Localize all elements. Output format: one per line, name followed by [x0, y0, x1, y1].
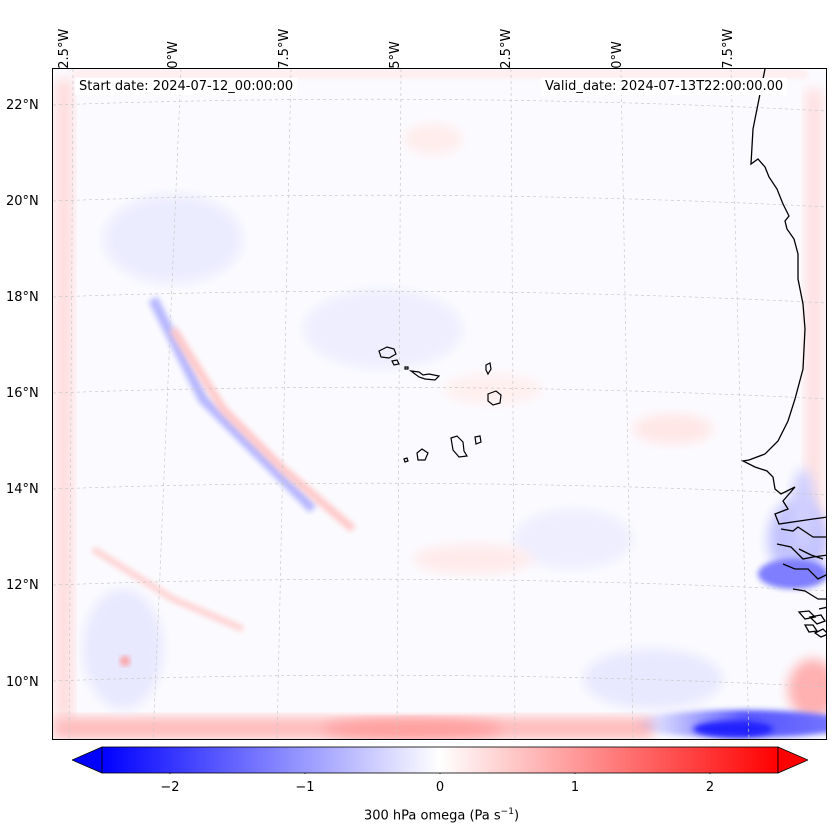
island-santo-antao	[378, 346, 397, 359]
lat-label-20n: 20°N	[6, 194, 39, 209]
colorbar-body	[101, 746, 779, 774]
island-santiago	[450, 435, 468, 458]
colorbar-tick-2: 2	[705, 780, 715, 795]
map-panel[interactable]	[52, 68, 827, 740]
lat-label-12n: 12°N	[6, 578, 39, 593]
lat-label-10n: 10°N	[6, 675, 39, 690]
colorbar-tick-0: 0	[435, 780, 445, 795]
island-sal	[485, 362, 492, 376]
start-date-label: Start date: 2024-07-12_00:00:00	[75, 78, 298, 95]
colorbar-tick-neg1: −1	[295, 780, 315, 795]
island-fogo	[416, 448, 429, 461]
map-canvas	[53, 69, 826, 739]
lat-label-14n: 14°N	[6, 482, 39, 497]
colorbar-tick-neg2: −2	[160, 780, 180, 795]
island-santa-luzia	[404, 366, 409, 370]
colorbar-label: 300 hPa omega (Pa s−1)	[363, 807, 520, 824]
colorbar-high-extend	[777, 746, 808, 774]
cape-verde-islands	[378, 346, 502, 463]
colorbar	[72, 746, 808, 774]
graticule	[53, 69, 826, 739]
colorbar-tick-1: 1	[570, 780, 580, 795]
island-sao-vicente	[391, 359, 400, 366]
colorbar-low-extend	[72, 746, 103, 774]
lat-label-16n: 16°N	[6, 386, 39, 401]
valid-date-label: Valid_date: 2024-07-13T22:00:00.00	[541, 78, 788, 95]
omega-field	[53, 69, 826, 739]
africa-coastline	[740, 69, 826, 638]
lat-label-22n: 22°N	[6, 98, 39, 113]
island-brava	[403, 457, 409, 463]
island-boa-vista	[487, 390, 502, 406]
island-sao-nicolau	[408, 370, 441, 381]
lat-label-18n: 18°N	[6, 290, 39, 305]
island-maio	[474, 435, 482, 445]
